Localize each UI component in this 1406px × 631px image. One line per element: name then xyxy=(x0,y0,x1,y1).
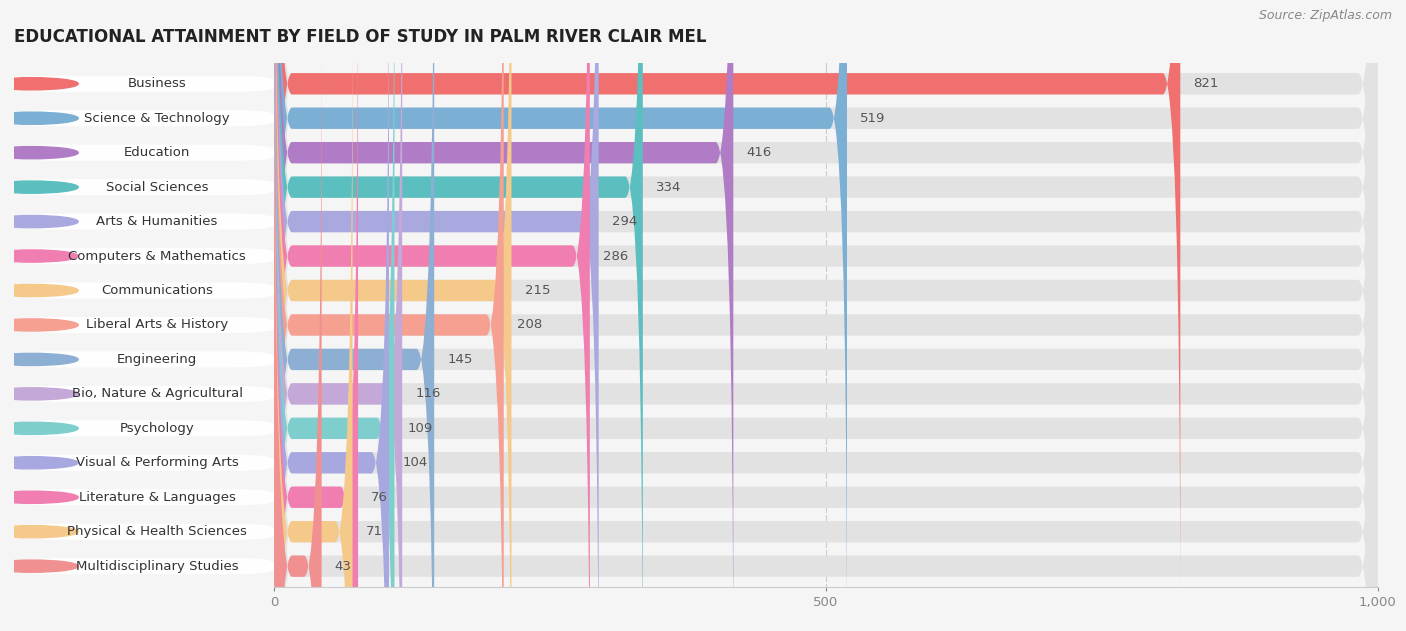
FancyBboxPatch shape xyxy=(274,0,1378,631)
Circle shape xyxy=(0,78,79,90)
FancyBboxPatch shape xyxy=(274,0,503,631)
FancyBboxPatch shape xyxy=(274,0,1378,631)
Text: Source: ZipAtlas.com: Source: ZipAtlas.com xyxy=(1258,9,1392,23)
Text: 215: 215 xyxy=(524,284,550,297)
Text: Science & Technology: Science & Technology xyxy=(84,112,231,125)
FancyBboxPatch shape xyxy=(274,0,1378,631)
FancyBboxPatch shape xyxy=(14,524,274,540)
FancyBboxPatch shape xyxy=(14,179,274,195)
FancyBboxPatch shape xyxy=(274,0,734,631)
Text: Engineering: Engineering xyxy=(117,353,197,366)
FancyBboxPatch shape xyxy=(14,351,274,367)
FancyBboxPatch shape xyxy=(14,76,274,91)
Text: 116: 116 xyxy=(415,387,441,401)
Circle shape xyxy=(0,216,79,228)
FancyBboxPatch shape xyxy=(274,0,1180,625)
Circle shape xyxy=(0,388,79,400)
FancyBboxPatch shape xyxy=(14,110,274,126)
Circle shape xyxy=(0,422,79,434)
Text: Physical & Health Sciences: Physical & Health Sciences xyxy=(67,525,247,538)
Text: 334: 334 xyxy=(657,180,682,194)
Text: Communications: Communications xyxy=(101,284,214,297)
FancyBboxPatch shape xyxy=(274,0,1378,631)
Text: 294: 294 xyxy=(612,215,637,228)
FancyBboxPatch shape xyxy=(274,0,1378,631)
Circle shape xyxy=(0,319,79,331)
Circle shape xyxy=(0,560,79,572)
Text: Arts & Humanities: Arts & Humanities xyxy=(97,215,218,228)
FancyBboxPatch shape xyxy=(274,0,395,631)
FancyBboxPatch shape xyxy=(274,0,434,631)
Text: Literature & Languages: Literature & Languages xyxy=(79,491,236,504)
FancyBboxPatch shape xyxy=(14,283,274,298)
FancyBboxPatch shape xyxy=(274,0,1378,631)
Text: 208: 208 xyxy=(517,319,543,331)
FancyBboxPatch shape xyxy=(274,0,591,631)
FancyBboxPatch shape xyxy=(274,0,1378,631)
FancyBboxPatch shape xyxy=(14,213,274,230)
FancyBboxPatch shape xyxy=(274,0,643,631)
FancyBboxPatch shape xyxy=(274,0,353,631)
Text: 43: 43 xyxy=(335,560,352,573)
Text: Psychology: Psychology xyxy=(120,422,194,435)
Text: Computers & Mathematics: Computers & Mathematics xyxy=(69,249,246,262)
FancyBboxPatch shape xyxy=(14,489,274,505)
Circle shape xyxy=(0,353,79,365)
Text: 109: 109 xyxy=(408,422,433,435)
Circle shape xyxy=(0,526,79,538)
FancyBboxPatch shape xyxy=(274,0,1378,631)
Text: 416: 416 xyxy=(747,146,772,159)
Text: Social Sciences: Social Sciences xyxy=(105,180,208,194)
Text: Liberal Arts & History: Liberal Arts & History xyxy=(86,319,228,331)
FancyBboxPatch shape xyxy=(274,0,402,631)
Circle shape xyxy=(0,457,79,469)
FancyBboxPatch shape xyxy=(274,0,389,631)
Circle shape xyxy=(0,181,79,193)
FancyBboxPatch shape xyxy=(274,0,1378,631)
Text: 71: 71 xyxy=(366,525,382,538)
FancyBboxPatch shape xyxy=(14,248,274,264)
FancyBboxPatch shape xyxy=(274,0,359,631)
FancyBboxPatch shape xyxy=(14,317,274,333)
FancyBboxPatch shape xyxy=(14,420,274,437)
Circle shape xyxy=(0,250,79,262)
Text: Education: Education xyxy=(124,146,190,159)
FancyBboxPatch shape xyxy=(14,386,274,402)
Text: 519: 519 xyxy=(860,112,886,125)
FancyBboxPatch shape xyxy=(274,0,846,631)
FancyBboxPatch shape xyxy=(274,0,1378,631)
FancyBboxPatch shape xyxy=(14,558,274,574)
FancyBboxPatch shape xyxy=(274,0,1378,631)
FancyBboxPatch shape xyxy=(14,455,274,471)
FancyBboxPatch shape xyxy=(274,0,512,631)
FancyBboxPatch shape xyxy=(274,0,1378,631)
Text: Business: Business xyxy=(128,77,187,90)
Text: 76: 76 xyxy=(371,491,388,504)
Text: 104: 104 xyxy=(402,456,427,469)
FancyBboxPatch shape xyxy=(274,0,1378,631)
Circle shape xyxy=(0,491,79,504)
FancyBboxPatch shape xyxy=(14,144,274,161)
Text: Bio, Nature & Agricultural: Bio, Nature & Agricultural xyxy=(72,387,243,401)
Circle shape xyxy=(0,146,79,159)
Text: 821: 821 xyxy=(1194,77,1219,90)
FancyBboxPatch shape xyxy=(274,0,1378,631)
Circle shape xyxy=(0,112,79,124)
Text: 145: 145 xyxy=(447,353,472,366)
Text: Visual & Performing Arts: Visual & Performing Arts xyxy=(76,456,239,469)
Circle shape xyxy=(0,285,79,297)
FancyBboxPatch shape xyxy=(274,0,1378,631)
FancyBboxPatch shape xyxy=(274,0,599,631)
FancyBboxPatch shape xyxy=(274,25,322,631)
Text: Multidisciplinary Studies: Multidisciplinary Studies xyxy=(76,560,239,573)
Text: 286: 286 xyxy=(603,249,628,262)
Text: EDUCATIONAL ATTAINMENT BY FIELD OF STUDY IN PALM RIVER CLAIR MEL: EDUCATIONAL ATTAINMENT BY FIELD OF STUDY… xyxy=(14,28,707,47)
